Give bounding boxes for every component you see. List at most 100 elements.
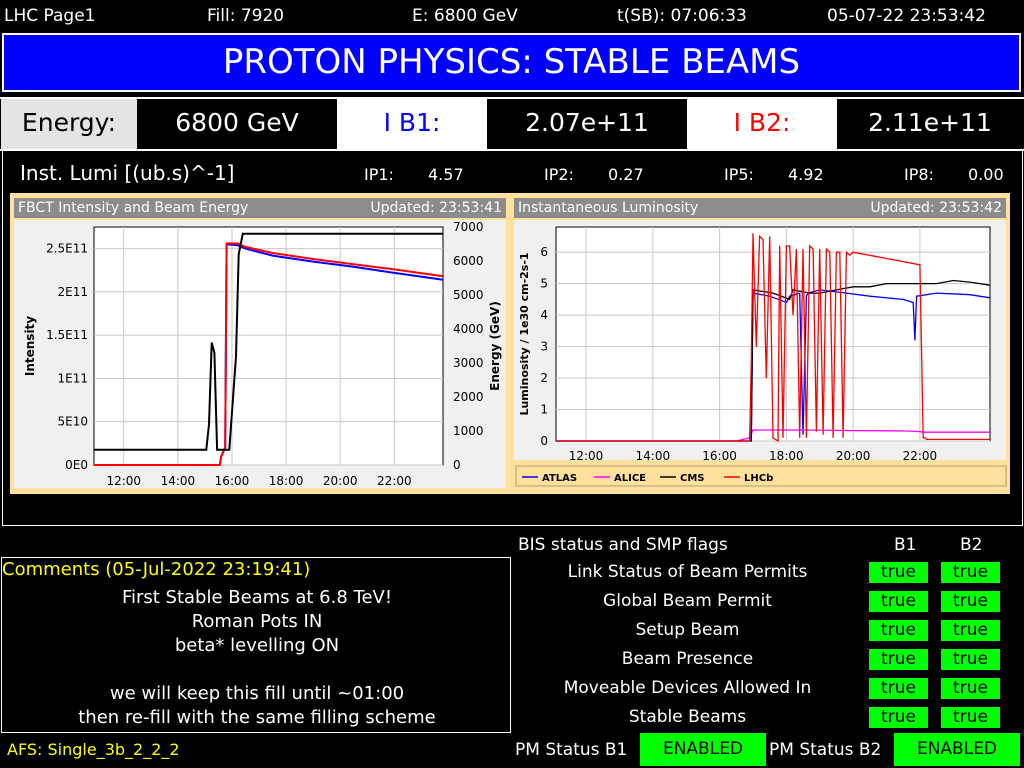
page-name: LHC Page1 xyxy=(4,6,96,26)
pm-status-b1-label: PM Status B1 xyxy=(515,740,628,760)
lumi-updated: Updated: 23:53:42 xyxy=(870,200,1002,216)
bis-flag-b1: true xyxy=(869,649,928,670)
bis-flag-b1: true xyxy=(869,678,928,699)
lumi-x-tick-label: 18:00 xyxy=(769,449,804,463)
lumi-y-axis-label: Luminosity / 1e30 cm-2s-1 xyxy=(518,252,531,415)
fbct-y2-tick-label: 2000 xyxy=(453,390,484,404)
bis-flag-b1: true xyxy=(869,591,928,612)
lumi-series-line xyxy=(556,233,990,443)
comments-box: Comments (05-Jul-2022 23:19:41) First St… xyxy=(1,557,511,733)
comment-line: Roman Pots IN xyxy=(191,611,323,632)
beam-mode-banner: PROTON PHYSICS: STABLE BEAMS xyxy=(2,33,1021,92)
comment-line: First Stable Beams at 6.8 TeV! xyxy=(121,587,393,608)
bis-flag-b1: true xyxy=(869,707,928,728)
bis-flag-b2: true xyxy=(941,562,1000,583)
fbct-y-tick-label: 5E10 xyxy=(58,415,89,429)
fbct-y2-axis-label: Energy (GeV) xyxy=(488,301,502,391)
ip5-label: IP5: xyxy=(724,165,754,184)
bis-flag-label: Stable Beams xyxy=(628,707,747,727)
lumi-legend-label: ALICE xyxy=(614,473,646,484)
ip2-value: 0.27 xyxy=(608,165,644,184)
lumi-x-tick-label: 12:00 xyxy=(569,449,604,463)
fbct-y-tick-label: 2.5E11 xyxy=(46,242,88,256)
comments-title: Comments (05-Jul-2022 23:19:41) xyxy=(2,559,311,580)
lumi-chart-title: Instantaneous Luminosity xyxy=(518,200,699,216)
time-in-stable-beams: t(SB): 07:06:33 xyxy=(617,6,747,26)
fbct-chart-panel: FBCT Intensity and Beam Energy Updated: … xyxy=(10,193,510,494)
comment-line: we will keep this fill until ~01:00 xyxy=(109,683,405,704)
lumi-legend-label: LHCb xyxy=(744,473,773,484)
fbct-y-tick-label: 1.5E11 xyxy=(46,328,88,342)
fbct-x-tick-label: 18:00 xyxy=(269,474,304,488)
lumi-legend-label: ATLAS xyxy=(542,473,577,484)
ip8-value: 0.00 xyxy=(968,165,1004,184)
fbct-updated: Updated: 23:53:41 xyxy=(370,200,502,216)
lumi-chart-titlebar: Instantaneous Luminosity Updated: 23:53:… xyxy=(514,198,1006,218)
bis-flag-b1: true xyxy=(869,562,928,583)
bis-flag-b2: true xyxy=(941,649,1000,670)
lumi-x-tick-label: 22:00 xyxy=(903,449,938,463)
lumi-x-tick-label: 16:00 xyxy=(702,449,737,463)
fbct-x-tick-label: 12:00 xyxy=(106,474,141,488)
fbct-intensity-energy-chart: 12:00 14:00 16:00 18:00 20:00 22:00 0E0 5E10 1E1… xyxy=(23,220,502,488)
lumi-legend-label: CMS xyxy=(680,473,705,484)
lumi-y-tick-label: 6 xyxy=(540,245,548,259)
fbct-y2-tick-label: 0 xyxy=(453,458,461,472)
fbct-y-tick-label: 0E0 xyxy=(65,458,88,472)
lumi-y-tick-label: 4 xyxy=(540,308,548,322)
beam2-intensity-label: I B2: xyxy=(687,99,837,149)
pm-status-b2-label: PM Status B2 xyxy=(769,740,882,760)
fbct-x-tick-label: 16:00 xyxy=(215,474,250,488)
fbct-x-tick-label: 20:00 xyxy=(323,474,358,488)
bis-flag-label: Link Status of Beam Permits xyxy=(567,562,808,582)
bis-flag-b2: true xyxy=(941,707,1000,728)
fbct-series-line xyxy=(94,242,444,466)
fill-number: Fill: 7920 xyxy=(207,6,285,26)
lumi-y-tick-label: 2 xyxy=(540,371,548,385)
inst-lumi-label: Inst. Lumi [(ub.s)^-1] xyxy=(20,161,235,185)
date-time: 05-07-22 23:53:42 xyxy=(827,6,986,26)
beam2-intensity-value: 2.11e+11 xyxy=(837,99,1023,149)
lumi-y-tick-label: 0 xyxy=(540,434,548,448)
ip1-label: IP1: xyxy=(364,165,394,184)
beam1-intensity-label: I B1: xyxy=(337,99,487,149)
fbct-y2-tick-label: 7000 xyxy=(453,220,484,234)
pm-status-b1-value: ENABLED xyxy=(640,733,766,766)
comment-line: then re-fill with the same filling schem… xyxy=(78,707,436,728)
fbct-chart-title: FBCT Intensity and Beam Energy xyxy=(18,200,249,216)
bis-flag-label: Setup Beam xyxy=(635,620,740,640)
bis-title: BIS status and SMP flags xyxy=(518,535,728,555)
afs-filling-scheme: AFS: Single_3b_2_2_2 xyxy=(7,740,180,759)
fbct-chart-titlebar: FBCT Intensity and Beam Energy Updated: … xyxy=(14,198,506,218)
bis-flag-label: Beam Presence xyxy=(621,649,754,669)
lumi-y-tick-label: 3 xyxy=(540,340,548,354)
beam-energy-header: E: 6800 GeV xyxy=(412,6,518,26)
b1-column-header: B1 xyxy=(894,535,917,555)
luminosity-chart-panel: Instantaneous Luminosity Updated: 23:53:… xyxy=(510,193,1010,494)
fbct-y2-tick-label: 4000 xyxy=(453,322,484,336)
fbct-y-tick-label: 2E11 xyxy=(58,285,89,299)
fbct-y-axis-label: Intensity xyxy=(23,316,37,376)
beam1-intensity-value: 2.07e+11 xyxy=(487,99,687,149)
fbct-y2-tick-label: 5000 xyxy=(453,288,484,302)
bis-flag-label: Moveable Devices Allowed In xyxy=(563,678,812,698)
bis-flag-b2: true xyxy=(941,591,1000,612)
bis-flag-b1: true xyxy=(869,620,928,641)
lumi-series-line xyxy=(556,429,990,442)
fbct-y2-tick-label: 3000 xyxy=(453,356,484,370)
lumi-y-tick-label: 1 xyxy=(540,403,548,417)
bis-flag-label: Global Beam Permit xyxy=(603,591,772,611)
comment-line: beta* levelling ON xyxy=(174,635,340,656)
lumi-section-frame xyxy=(2,151,1023,526)
fbct-y2-tick-label: 1000 xyxy=(453,424,484,438)
fbct-x-tick-label: 14:00 xyxy=(161,474,196,488)
fbct-y2-tick-label: 6000 xyxy=(453,254,484,268)
ip2-label: IP2: xyxy=(544,165,574,184)
instantaneous-luminosity-chart: 12:00 14:00 16:00 18:00 20:00 22:00 0 1 2 3 4 5 6 Lum… xyxy=(515,226,1007,487)
lumi-legend-box xyxy=(515,465,1007,487)
lumi-series-line xyxy=(556,279,991,442)
fbct-series-line xyxy=(94,232,443,451)
lumi-x-tick-label: 20:00 xyxy=(836,449,871,463)
energy-label: Energy: xyxy=(1,99,137,149)
b2-column-header: B2 xyxy=(960,535,983,555)
